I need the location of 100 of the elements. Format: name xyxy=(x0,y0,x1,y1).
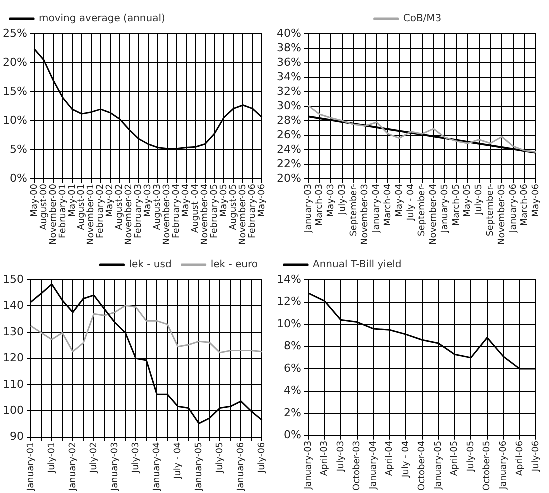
x-tick-label: April-06 xyxy=(515,440,526,476)
x-tick-label: January-01 xyxy=(26,442,36,492)
x-tick-label: March-03 xyxy=(315,184,326,226)
y-tick-label: 90 xyxy=(10,430,24,444)
y-tick-label: 130 xyxy=(2,325,24,338)
y-tick-label: 34% xyxy=(276,70,302,84)
x-tick-label: August-00 xyxy=(39,184,50,230)
y-tick-label: 6% xyxy=(284,362,302,375)
x-tick-label: November-05 xyxy=(497,184,508,246)
x-tick-label: July-03 xyxy=(336,440,346,473)
x-tick-label: January-05 xyxy=(194,442,204,492)
y-tick-label: 2% xyxy=(284,406,302,420)
x-tick-label: November-01 xyxy=(86,184,97,246)
x-tick-label: October-05 xyxy=(482,440,493,492)
x-tick-label: April-04 xyxy=(385,440,396,476)
y-tick-label: 8% xyxy=(284,340,302,353)
y-tick-label: 25% xyxy=(2,26,28,40)
x-tick-label: August-01 xyxy=(77,184,88,230)
x-tick-label: November-03 xyxy=(360,184,371,246)
x-tick-label: February-03 xyxy=(134,184,144,238)
y-tick-label: 40% xyxy=(276,26,302,40)
x-tick-label: May-06 xyxy=(258,184,268,218)
x-tick-label: May-05 xyxy=(463,184,474,218)
y-tick-label: 32% xyxy=(276,84,302,98)
x-tick-label: February-04 xyxy=(172,184,182,238)
x-tick-label: April-03 xyxy=(320,440,330,476)
x-tick-label: February-05 xyxy=(210,184,220,238)
y-tick-label: 12% xyxy=(276,295,302,308)
x-tick-label: February-06 xyxy=(248,184,258,238)
legend-label: CoB/M3 xyxy=(403,14,442,25)
x-tick-label: January-04 xyxy=(152,442,162,492)
y-tick-label: 22% xyxy=(276,157,302,170)
y-tick-label: 15% xyxy=(2,84,28,98)
legend-label: moving average (annual) xyxy=(39,14,166,25)
legend-label: lek - usd xyxy=(129,260,172,271)
x-tick-label: March-06 xyxy=(520,184,530,226)
y-tick-label: 10% xyxy=(276,317,302,330)
x-tick-label: July-05 xyxy=(466,440,476,473)
y-tick-label: 0% xyxy=(284,428,302,442)
y-tick-label: 100 xyxy=(2,404,24,417)
y-tick-label: 20% xyxy=(276,172,302,185)
y-tick-label: 110 xyxy=(2,378,24,391)
x-tick-label: July-05 xyxy=(216,442,226,474)
x-tick-label: November-04 xyxy=(200,184,211,246)
x-tick-label: September- xyxy=(349,184,360,236)
x-tick-label: October-04 xyxy=(418,440,428,492)
x-tick-label: January-03 xyxy=(304,440,314,491)
y-tick-label: 10% xyxy=(2,114,28,127)
y-tick-label: 38% xyxy=(276,41,302,54)
x-tick-label: February-01 xyxy=(58,184,68,238)
x-tick-label: May-03 xyxy=(144,184,154,218)
x-tick-label: May-03 xyxy=(326,184,337,218)
y-tick-label: 14% xyxy=(276,272,302,286)
x-tick-label: November-02 xyxy=(124,184,135,246)
x-tick-label: August -04 xyxy=(191,184,202,234)
x-tick-label: November-00 xyxy=(48,184,59,246)
y-tick-label: 20% xyxy=(2,56,28,69)
x-tick-label: August-05 xyxy=(229,184,240,230)
x-tick-label: July - 04 xyxy=(173,442,184,480)
x-tick-label: January-03 xyxy=(110,442,120,492)
x-tick-label: May-02 xyxy=(106,184,116,218)
y-tick-label: 5% xyxy=(10,142,28,156)
y-tick-label: 120 xyxy=(2,352,24,365)
y-tick-label: 140 xyxy=(2,299,24,312)
x-tick-label: July-03 xyxy=(131,442,142,474)
x-tick-label: January-06 xyxy=(236,442,247,492)
x-tick-label: January-04 xyxy=(368,440,379,491)
x-tick-label: September- xyxy=(486,184,496,236)
legend-label: lek - euro xyxy=(210,260,258,271)
x-tick-label: May-06 xyxy=(532,184,542,218)
x-tick-label: May-04 xyxy=(394,184,405,218)
x-tick-label: April-05 xyxy=(450,440,460,476)
x-tick-label: May-00 xyxy=(30,184,40,218)
x-tick-label: July-02 xyxy=(89,442,100,474)
y-tick-label: 36% xyxy=(276,56,302,69)
x-tick-label: August-03 xyxy=(153,184,164,230)
y-tick-label: 30% xyxy=(276,99,302,112)
x-tick-label: January-05 xyxy=(440,184,450,234)
x-tick-label: January-04 xyxy=(372,184,382,234)
x-tick-label: November-03 xyxy=(162,184,173,246)
y-tick-label: 0% xyxy=(10,172,28,185)
x-tick-label: May-04 xyxy=(182,184,192,218)
x-tick-label: October-03 xyxy=(352,440,363,492)
legend-label: Annual T-Bill yield xyxy=(313,260,402,271)
x-tick-label: July - 04 xyxy=(401,440,412,478)
x-tick-label: February-02 xyxy=(96,184,106,238)
x-tick-label: May-05 xyxy=(220,184,230,218)
x-tick-label: July - 04 xyxy=(406,184,416,222)
x-tick-label: January-02 xyxy=(68,442,78,492)
x-tick-label: March-04 xyxy=(384,184,394,226)
x-tick-label: January-06 xyxy=(499,440,510,491)
x-tick-label: July-03 xyxy=(338,184,348,216)
x-tick-label: March-05 xyxy=(452,184,462,226)
x-tick-label: May-01 xyxy=(68,184,78,218)
y-tick-label: 150 xyxy=(2,272,24,286)
x-tick-label: January-03 xyxy=(304,184,314,234)
x-tick-label: January-06 xyxy=(508,184,519,234)
y-tick-label: 24% xyxy=(276,142,302,156)
x-tick-label: November-05 xyxy=(238,184,249,246)
x-tick-label: August-02 xyxy=(115,184,126,230)
